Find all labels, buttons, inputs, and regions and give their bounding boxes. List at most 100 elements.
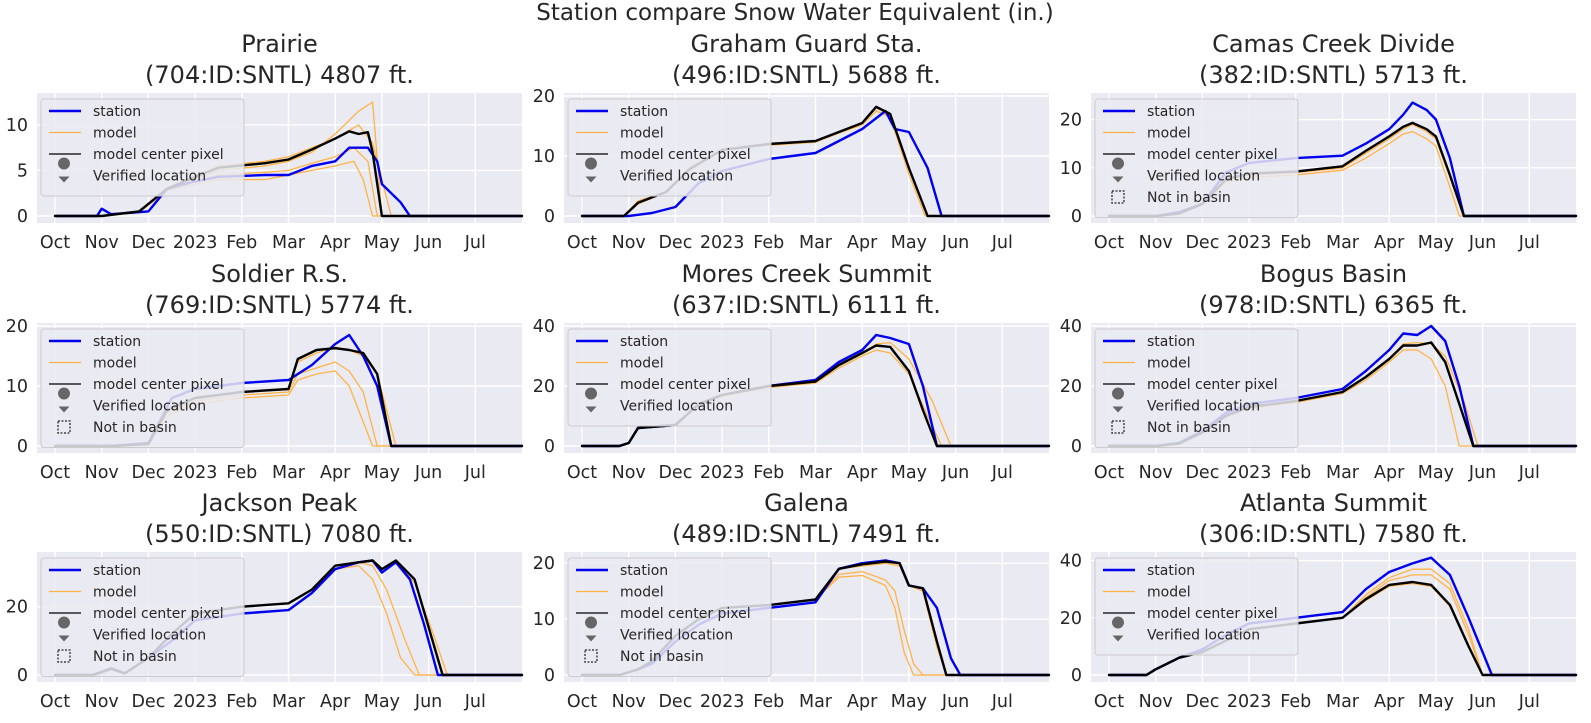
x-tick-label: Dec xyxy=(1185,692,1219,712)
chart-title: Prairie xyxy=(241,30,318,58)
legend-label-notinbasin: Not in basin xyxy=(620,649,704,665)
chart-title: Bogus Basin xyxy=(1260,260,1407,288)
x-tick-label: Apr xyxy=(1374,463,1405,483)
x-tick-label: Feb xyxy=(753,463,784,483)
legend-box xyxy=(1094,98,1299,218)
legend-notinbasin-marker xyxy=(584,649,598,663)
x-tick-label: Apr xyxy=(320,233,351,253)
y-tick-label: 0 xyxy=(1071,207,1082,227)
y-tick-label: 40 xyxy=(1060,317,1082,337)
x-tick-label: 2023 xyxy=(1227,692,1272,712)
legend-label-model: model xyxy=(620,126,664,142)
x-tick-label: Oct xyxy=(1094,233,1124,253)
legend-label-station: station xyxy=(1147,334,1195,350)
x-tick-label: Dec xyxy=(131,463,165,483)
x-tick-label: Jul xyxy=(464,233,486,253)
x-tick-label: Dec xyxy=(131,233,165,253)
x-tick-label: May xyxy=(1418,463,1454,483)
x-tick-label: Feb xyxy=(226,692,257,712)
x-tick-label: Oct xyxy=(40,463,70,483)
x-tick-label: Nov xyxy=(1139,463,1173,483)
y-tick-label: 10 xyxy=(1060,159,1082,179)
x-tick-label: Jun xyxy=(941,233,969,253)
x-tick-label: Jul xyxy=(991,463,1013,483)
chart-panel: Bogus Basin (978:ID:SNTL) 6365 ft. Oct Nov D… xyxy=(1060,260,1578,483)
legend-label-station: station xyxy=(620,334,668,350)
y-tick-label: 5 xyxy=(17,161,28,181)
x-tick-label: Mar xyxy=(799,463,833,483)
x-tick-label: 2023 xyxy=(700,692,745,712)
x-tick-label: May xyxy=(1418,233,1454,253)
legend-box xyxy=(1094,328,1299,448)
legend-label-model: model xyxy=(1147,585,1191,601)
y-tick-label: 10 xyxy=(6,116,28,136)
x-tick-label: May xyxy=(364,233,400,253)
legend-label-notinbasin: Not in basin xyxy=(93,420,177,436)
panels: Prairie (704:ID:SNTL) 4807 ft. Oct Nov Dec 20… xyxy=(6,30,1578,712)
legend-box xyxy=(40,557,245,677)
x-tick-label: Apr xyxy=(847,233,878,253)
legend-label-verified: Verified location xyxy=(93,399,206,415)
x-tick-label: Apr xyxy=(847,463,878,483)
chart-subtitle: (637:ID:SNTL) 6111 ft. xyxy=(672,291,941,319)
x-tick-label: Mar xyxy=(1326,463,1360,483)
legend-notinbasin-marker xyxy=(1111,190,1125,204)
x-tick-label: Nov xyxy=(1139,233,1173,253)
x-tick-label: Nov xyxy=(612,463,646,483)
legend-label-model: model xyxy=(1147,356,1191,372)
x-tick-label: Oct xyxy=(40,233,70,253)
legend-verified-marker xyxy=(58,387,71,413)
x-tick-label: 2023 xyxy=(700,463,745,483)
x-tick-label: Mar xyxy=(799,692,833,712)
center-series-line xyxy=(53,130,524,218)
x-tick-label: 2023 xyxy=(173,233,218,253)
y-tick-label: 10 xyxy=(533,610,555,630)
y-tick-label: 0 xyxy=(1071,666,1082,686)
legend-label-station: station xyxy=(620,563,668,579)
x-tick-label: May xyxy=(364,692,400,712)
x-tick-label: Nov xyxy=(612,692,646,712)
y-tick-label: 0 xyxy=(17,437,28,457)
y-tick-label: 20 xyxy=(1060,377,1082,397)
x-tick-label: Nov xyxy=(85,692,119,712)
x-tick-label: Dec xyxy=(1185,463,1219,483)
legend-label-verified: Verified location xyxy=(93,169,206,185)
legend-label-center: model center pixel xyxy=(93,147,224,163)
legend-label-station: station xyxy=(93,334,141,350)
legend-label-center: model center pixel xyxy=(620,147,751,163)
x-tick-label: Dec xyxy=(658,692,692,712)
x-tick-label: Feb xyxy=(753,233,784,253)
legend-label-station: station xyxy=(1147,563,1195,579)
x-tick-label: 2023 xyxy=(700,233,745,253)
x-tick-label: Oct xyxy=(567,463,597,483)
x-tick-label: Oct xyxy=(567,692,597,712)
x-tick-label: Jul xyxy=(464,692,486,712)
y-tick-label: 20 xyxy=(6,598,28,618)
chart-panel: Soldier R.S. (769:ID:SNTL) 5774 ft. Oct Nov… xyxy=(6,260,524,483)
legend-verified-marker xyxy=(58,157,71,183)
x-tick-label: Nov xyxy=(612,233,646,253)
x-tick-label: Dec xyxy=(131,692,165,712)
x-tick-label: Jul xyxy=(991,233,1013,253)
x-tick-label: Mar xyxy=(799,233,833,253)
legend-box xyxy=(40,98,245,197)
legend-label-verified: Verified location xyxy=(620,169,733,185)
legend-label-verified: Verified location xyxy=(620,628,733,644)
x-tick-label: Oct xyxy=(567,233,597,253)
legend-label-notinbasin: Not in basin xyxy=(1147,190,1231,206)
x-tick-label: Jun xyxy=(1468,233,1496,253)
legend-label-station: station xyxy=(93,104,141,120)
x-tick-label: Jul xyxy=(464,463,486,483)
station-series-line xyxy=(580,109,1051,218)
chart-panel: Prairie (704:ID:SNTL) 4807 ft. Oct Nov Dec 20… xyxy=(6,30,524,253)
legend-label-center: model center pixel xyxy=(620,606,751,622)
x-tick-label: Nov xyxy=(1139,692,1173,712)
y-tick-label: 20 xyxy=(1060,111,1082,131)
legend-box xyxy=(567,98,772,197)
x-tick-label: Mar xyxy=(1326,692,1360,712)
legend-label-verified: Verified location xyxy=(1147,628,1260,644)
y-tick-label: 0 xyxy=(544,666,555,686)
x-tick-label: Oct xyxy=(1094,463,1124,483)
x-tick-label: Jun xyxy=(1468,463,1496,483)
